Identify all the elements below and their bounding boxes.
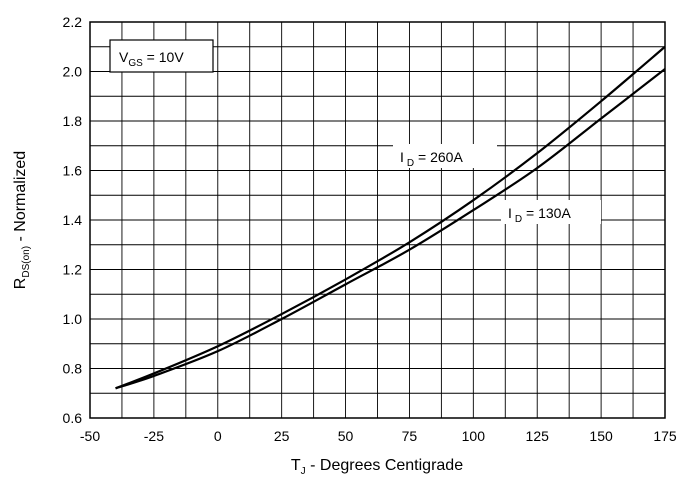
y-axis-label-rest: - Normalized [12, 151, 29, 246]
y-tick-label: 0.8 [63, 361, 83, 377]
condition-box: VGS = 10V [109, 39, 214, 73]
chart-series [115, 45, 666, 390]
y-tick-label: 1.2 [63, 262, 83, 278]
y-axis-label-main: R [12, 278, 29, 290]
y-tick-label: 0.6 [63, 410, 83, 426]
x-axis-label-main: T [291, 457, 301, 474]
x-axis-label: TJ - Degrees Centigrade [291, 457, 463, 477]
y-tick-labels: 0.6 0.8 1.0 1.2 1.4 1.6 1.8 2.0 2.2 [63, 14, 83, 426]
y-axis-label: RDS(on) - Normalized [12, 151, 32, 289]
condition-rest: = 10V [143, 49, 185, 65]
condition-sub: GS [128, 58, 143, 69]
y-tick-label: 1.4 [63, 212, 83, 228]
x-axis-label-sub: J [301, 466, 306, 477]
x-tick-label: 150 [589, 428, 613, 444]
x-tick-label: 0 [214, 428, 222, 444]
y-tick-label: 1.6 [63, 163, 83, 179]
condition-main: V [119, 49, 129, 65]
x-tick-label: -25 [144, 428, 164, 444]
y-tick-label: 1.0 [63, 311, 83, 327]
series-line-1 [115, 68, 666, 390]
series-label-260a-main: I [400, 149, 404, 165]
series-label-130a-bg [501, 200, 601, 224]
series-label-130a-rest: = 130A [522, 205, 571, 221]
x-tick-label: 125 [526, 428, 550, 444]
series-line-0 [115, 45, 666, 390]
x-tick-label: 175 [653, 428, 677, 444]
x-axis-label-rest: - Degrees Centigrade [306, 457, 464, 474]
series-label-260a-sub: D [407, 158, 414, 169]
series-label-260a-bg [393, 144, 497, 168]
series-label-130a-sub: D [515, 214, 522, 225]
y-tick-label: 1.8 [63, 113, 83, 129]
x-tick-label: 100 [462, 428, 486, 444]
x-tick-label: 50 [338, 428, 354, 444]
x-tick-label: 75 [402, 428, 418, 444]
x-tick-labels: -50 -25 0 25 50 75 100 125 150 175 [80, 428, 677, 444]
condition-box-border [109, 39, 214, 73]
x-tick-label: -50 [80, 428, 100, 444]
x-tick-label: 25 [274, 428, 290, 444]
y-tick-label: 2.0 [63, 64, 83, 80]
series-label-260a-rest: = 260A [414, 149, 463, 165]
series-label-130a-main: I [508, 205, 512, 221]
condition-box-label: VGS = 10V [119, 49, 184, 69]
y-axis-label-sub: DS(on) [21, 246, 32, 278]
plot-area-border [89, 21, 666, 419]
y-tick-label: 2.2 [63, 14, 83, 30]
